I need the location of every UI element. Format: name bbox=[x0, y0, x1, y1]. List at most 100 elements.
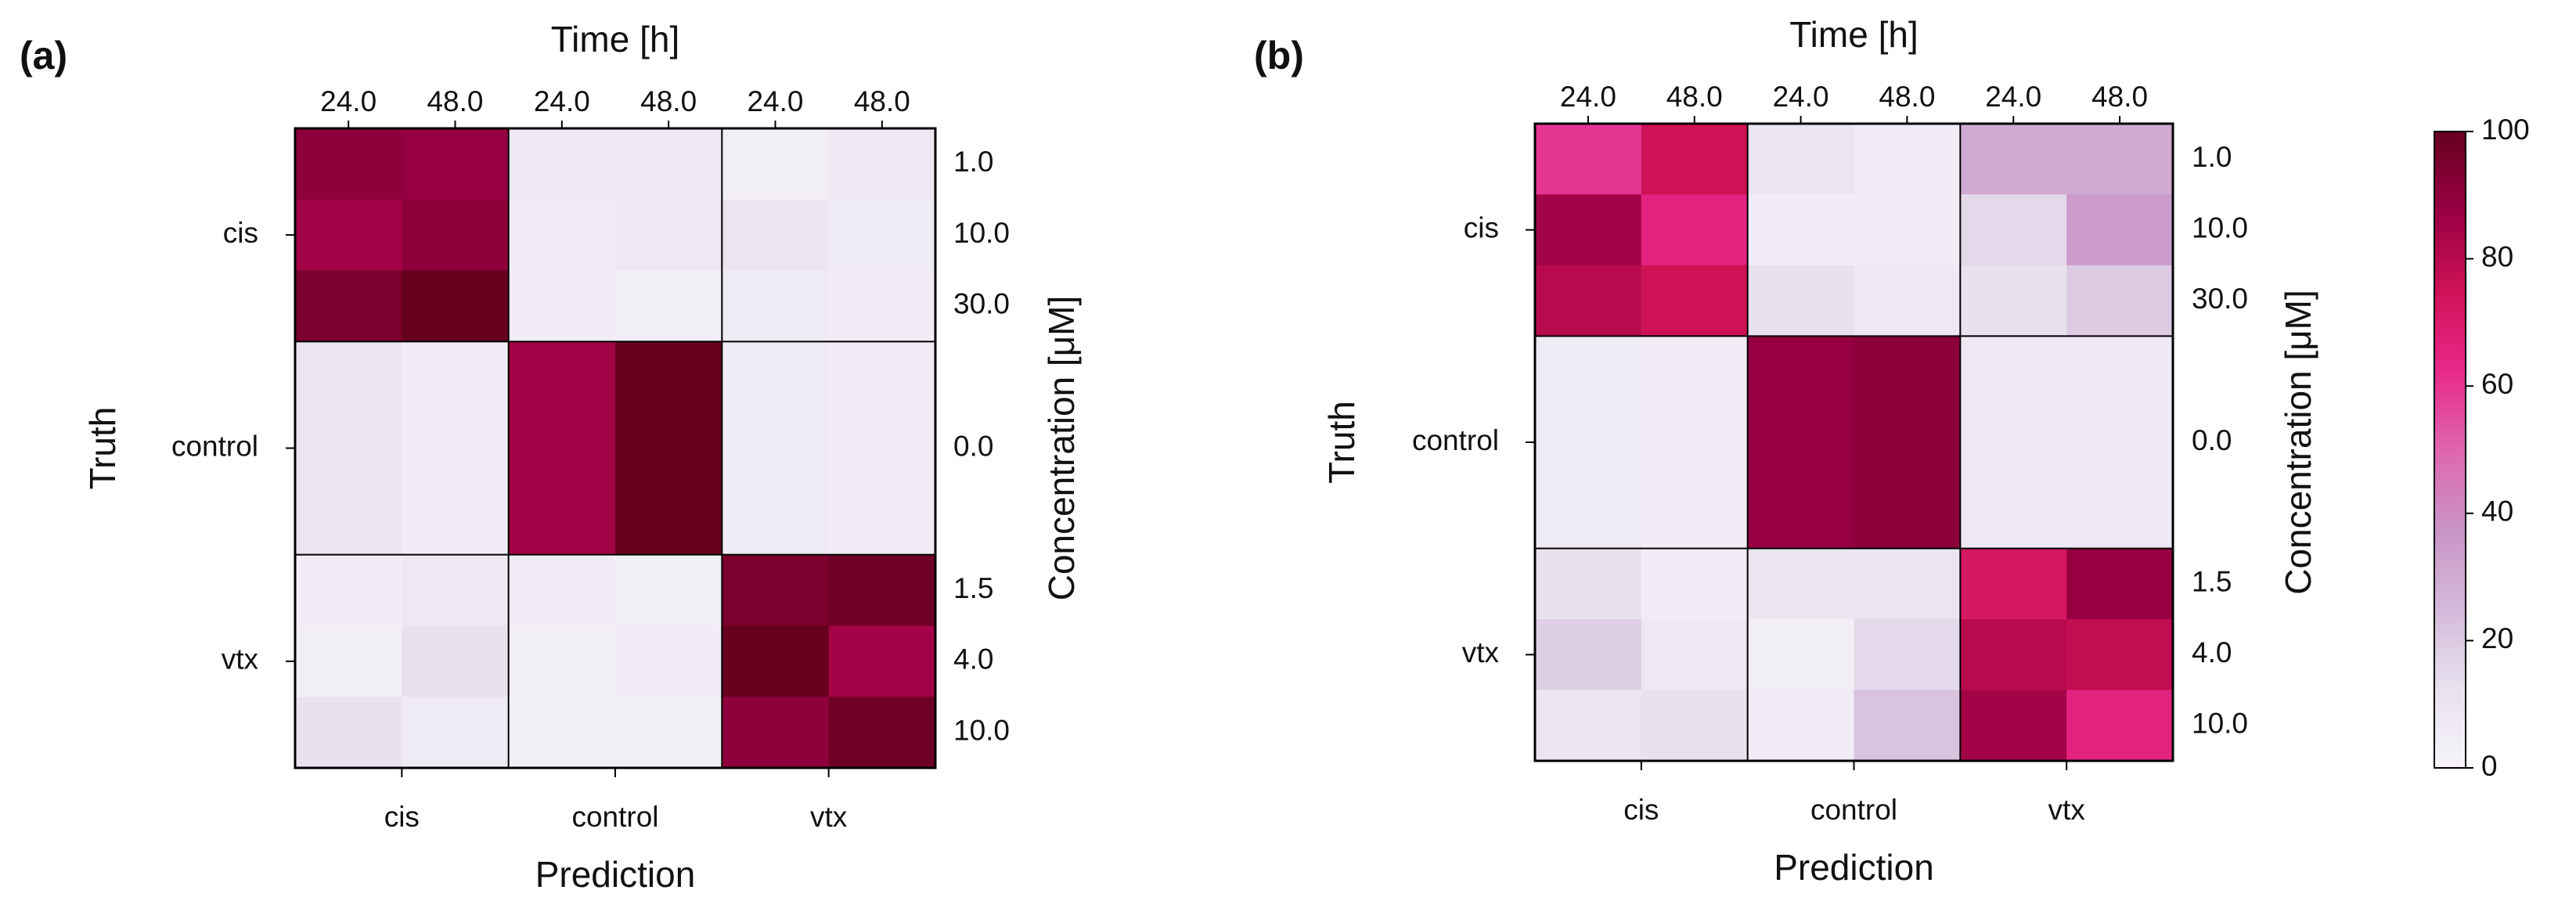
x-tick-label: cis bbox=[384, 801, 420, 833]
heatmap-cell bbox=[1641, 690, 1749, 762]
x2-tick-label: 48.0 bbox=[427, 85, 483, 117]
y2-tick-label: 4.0 bbox=[2192, 636, 2232, 668]
heatmap-cell bbox=[402, 625, 510, 697]
heatmap-cell bbox=[1854, 194, 1961, 266]
y2-tick-label: 1.0 bbox=[953, 146, 993, 178]
heatmap-cell bbox=[1747, 548, 1854, 620]
heatmap-cell bbox=[1641, 265, 1749, 337]
y-tick-label: vtx bbox=[1462, 636, 1500, 668]
heatmap-cell bbox=[828, 341, 936, 556]
y2-tick-label: 10.0 bbox=[953, 714, 1010, 746]
x-axis-label: Prediction bbox=[1774, 847, 1934, 888]
heatmap-cell bbox=[402, 554, 510, 626]
heatmap-cell bbox=[402, 697, 510, 769]
x-tick-label: control bbox=[1810, 794, 1897, 826]
axis-title-top: Time [h] bbox=[1789, 14, 1918, 55]
heatmap-cell bbox=[722, 697, 830, 769]
heatmap-cell bbox=[722, 199, 830, 272]
heatmap-cell bbox=[1747, 336, 1854, 549]
colorbar-tick-label: 80 bbox=[2481, 240, 2513, 272]
heatmap-cell bbox=[722, 554, 830, 626]
heatmap-cell bbox=[508, 270, 616, 342]
y2-tick-label: 1.5 bbox=[2192, 566, 2232, 598]
heatmap-cell bbox=[828, 697, 936, 769]
x-tick-label: cis bbox=[1623, 794, 1659, 826]
y2-tick-label: 0.0 bbox=[953, 430, 993, 462]
heatmap-cell bbox=[2066, 619, 2174, 691]
heatmap-cell bbox=[1747, 124, 1854, 195]
heatmap-cell bbox=[1960, 548, 2067, 620]
x2-tick-label: 24.0 bbox=[320, 85, 376, 117]
y-tick-label: control bbox=[171, 430, 258, 462]
y2-axis-label: Concentration [μM] bbox=[2278, 290, 2318, 595]
heatmap-cell bbox=[615, 341, 722, 556]
y-tick-label: vtx bbox=[222, 643, 259, 676]
heatmap-cell bbox=[402, 199, 510, 272]
colorbar-tick-label: 0 bbox=[2481, 750, 2498, 782]
colorbar-tick-label: 20 bbox=[2481, 622, 2513, 654]
heatmap-cell bbox=[402, 128, 510, 200]
heatmap-cell bbox=[295, 128, 402, 200]
x-tick-label: control bbox=[571, 801, 658, 833]
heatmap-cell bbox=[615, 270, 722, 342]
heatmap-cell bbox=[1535, 194, 1642, 266]
y-tick-label: control bbox=[1412, 424, 1499, 456]
heatmap-cell bbox=[295, 625, 402, 697]
colorbar-tick-label: 60 bbox=[2481, 368, 2513, 400]
y-axis-label: Truth bbox=[82, 407, 123, 490]
heatmap-cell bbox=[615, 199, 722, 272]
y2-tick-label: 1.0 bbox=[2192, 141, 2232, 173]
x2-tick-label: 48.0 bbox=[2091, 81, 2148, 113]
heatmap-cell bbox=[1747, 619, 1854, 691]
heatmap-cell bbox=[1535, 548, 1642, 620]
panel-label: (b) bbox=[1254, 34, 1304, 77]
heatmap-cell bbox=[615, 697, 722, 769]
heatmap-cell bbox=[1535, 690, 1642, 762]
heatmap-cell bbox=[1960, 690, 2067, 762]
x-tick-label: vtx bbox=[2048, 794, 2086, 826]
heatmap-cell bbox=[722, 270, 830, 342]
y-tick-label: cis bbox=[1464, 211, 1499, 243]
y2-tick-label: 4.0 bbox=[953, 643, 993, 676]
y2-tick-label: 10.0 bbox=[2192, 708, 2248, 740]
x2-tick-label: 24.0 bbox=[1773, 81, 1829, 113]
heatmap-cell bbox=[1535, 124, 1642, 195]
heatmap-cell bbox=[615, 554, 722, 626]
x2-tick-label: 48.0 bbox=[1666, 81, 1723, 113]
y2-axis-label: Concentration [μM] bbox=[1041, 296, 1082, 601]
x2-tick-label: 24.0 bbox=[747, 85, 803, 117]
heatmap-cell bbox=[1854, 690, 1961, 762]
heatmap-cell bbox=[828, 128, 936, 200]
heatmap-cell bbox=[722, 128, 830, 200]
heatmap-cell bbox=[402, 341, 510, 556]
colorbar-tick-label: 40 bbox=[2481, 495, 2513, 528]
x-axis-label: Prediction bbox=[535, 854, 696, 895]
heatmap-cell bbox=[2066, 194, 2174, 266]
y2-tick-label: 10.0 bbox=[953, 217, 1010, 249]
heatmap-cell bbox=[828, 199, 936, 272]
heatmap-cell bbox=[295, 554, 402, 626]
heatmap-cell bbox=[1535, 619, 1642, 691]
heatmap-cell bbox=[1641, 336, 1749, 549]
y2-tick-label: 1.5 bbox=[953, 572, 993, 604]
heatmap-cell bbox=[1960, 194, 2067, 266]
x2-tick-label: 24.0 bbox=[1560, 81, 1616, 113]
heatmap-cell bbox=[1641, 548, 1749, 620]
heatmap-cell bbox=[2066, 124, 2174, 195]
heatmap-cell bbox=[1641, 194, 1749, 266]
y2-tick-label: 0.0 bbox=[2192, 424, 2232, 456]
heatmap-cell bbox=[1535, 336, 1642, 549]
heatmap-cell bbox=[615, 128, 722, 200]
heatmap-cell bbox=[615, 625, 722, 697]
colorbar-tick-label: 100 bbox=[2481, 114, 2530, 146]
panel-label: (a) bbox=[20, 34, 67, 77]
heatmap-cell bbox=[828, 554, 936, 626]
y2-tick-label: 30.0 bbox=[953, 288, 1010, 320]
heatmap-cell bbox=[1747, 690, 1854, 762]
x2-tick-label: 24.0 bbox=[1985, 81, 2041, 113]
heatmap-cell bbox=[828, 625, 936, 697]
heatmap-cell bbox=[295, 697, 402, 769]
heatmap-cell bbox=[1535, 265, 1642, 337]
heatmap-cell bbox=[1641, 619, 1749, 691]
